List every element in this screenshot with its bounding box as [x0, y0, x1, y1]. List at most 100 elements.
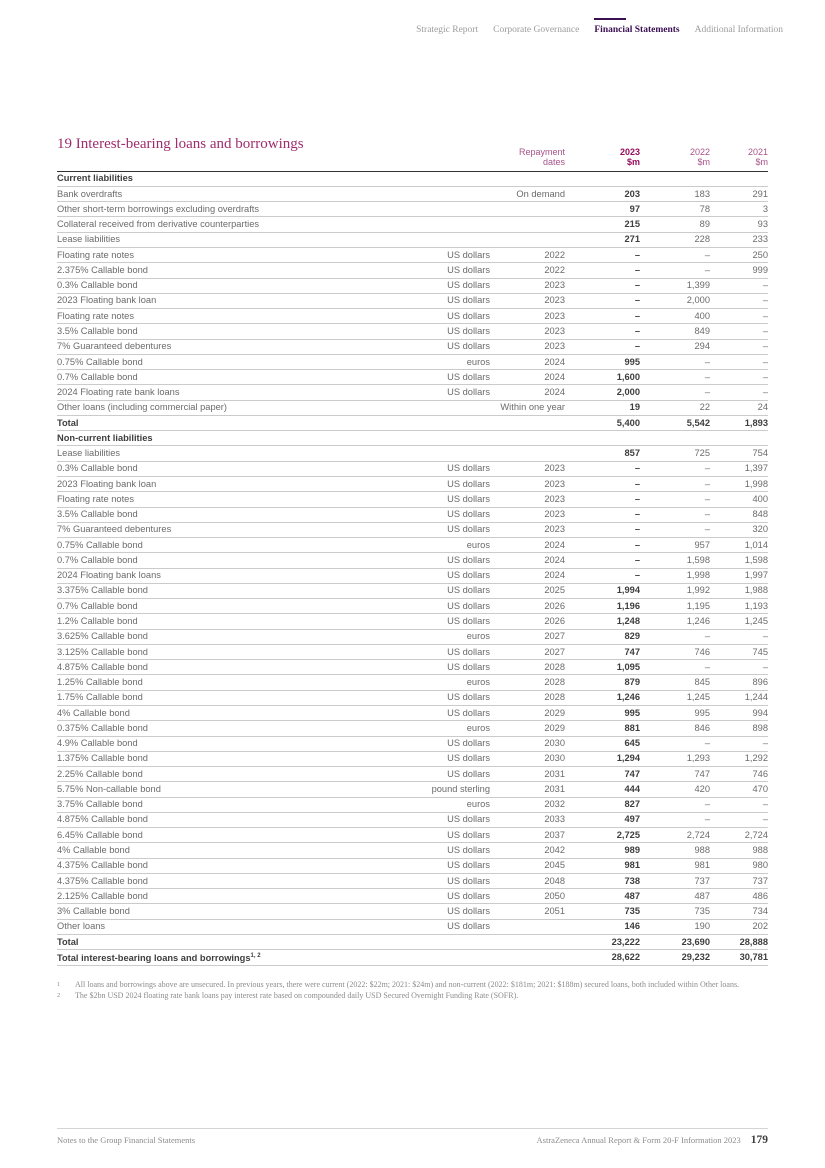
cell-currency: euros: [466, 799, 490, 810]
cell-2021: 1,014: [744, 539, 768, 550]
table-row: 0.75% Callable bond euros 2024 – 957 1,014: [57, 538, 768, 554]
table-row: 3.375% Callable bond US dollars 2025 1,994 1…: [57, 584, 768, 600]
cell-2023: 995: [624, 356, 640, 367]
cell-repayment-date: 2030: [544, 753, 565, 764]
cell-currency: US dollars: [447, 524, 490, 535]
cell-currency: US dollars: [447, 325, 490, 336]
cell-repayment-date: 2042: [544, 845, 565, 855]
row-label: 3.5% Callable bond: [57, 509, 138, 520]
cell-2021: 1,893: [744, 417, 768, 428]
nav-item-label: Additional Information: [694, 25, 783, 35]
cell-2021: 2,724: [744, 829, 768, 840]
cell-2022: 1,293: [686, 753, 710, 764]
cell-2021: 896: [752, 677, 768, 688]
footnote-reference: 1, 2: [250, 952, 261, 959]
cell-2021: –: [762, 310, 768, 321]
cell-2023: –: [634, 463, 640, 474]
col-header-2023: 2023 $m: [619, 147, 640, 168]
row-label: 4% Callable bond: [57, 845, 130, 855]
cell-2022: –: [704, 493, 710, 504]
cell-2021: 250: [752, 249, 768, 260]
cell-2023: 497: [624, 814, 640, 825]
table-row: 1.25% Callable bond euros 2028 879 845 896: [57, 675, 768, 691]
nav-active-bar: [493, 18, 525, 20]
cell-2022: 78: [699, 203, 710, 214]
col-header-2021: 2021 $m: [747, 147, 768, 168]
nav-item-corporate-governance[interactable]: Corporate Governance: [493, 18, 579, 35]
cell-2021: –: [762, 356, 768, 367]
cell-2021: –: [762, 325, 768, 336]
nav-item-label: Corporate Governance: [493, 25, 580, 35]
row-label: 1.375% Callable bond: [57, 753, 148, 764]
cell-2023: 1,600: [616, 371, 640, 382]
note-19-section: 19 Interest-bearing loans and borrowings…: [57, 136, 768, 1001]
footer-left-text: Notes to the Group Financial Statements: [57, 1135, 196, 1145]
row-label: 4.375% Callable bond: [57, 860, 148, 871]
cell-2023: –: [634, 509, 640, 520]
cell-currency: US dollars: [447, 249, 490, 260]
cell-repayment-date: 2024: [544, 570, 565, 581]
cell-2021: 202: [752, 921, 768, 932]
cell-2023: 1,095: [616, 661, 640, 672]
cell-2022: –: [704, 799, 710, 810]
section-header-row: Non-current liabilities: [57, 431, 768, 447]
row-label: 2.375% Callable bond: [57, 264, 148, 275]
table-row: Other short-term borrowings excluding ov…: [57, 202, 768, 218]
nav-item-financial-statements[interactable]: Financial Statements: [594, 18, 680, 35]
cell-currency: US dollars: [447, 371, 490, 382]
cell-2021: –: [762, 799, 768, 810]
cell-2021: 1,988: [744, 585, 768, 596]
cell-2023: 645: [624, 738, 640, 749]
cell-2023: 215: [624, 219, 640, 230]
cell-repayment-date: 2027: [544, 646, 565, 657]
cell-2021: 1,292: [744, 753, 768, 764]
cell-2023: 5,400: [616, 417, 640, 428]
cell-2022: 228: [694, 234, 710, 245]
cell-2021: 988: [752, 845, 768, 855]
cell-2022: –: [704, 524, 710, 535]
cell-2023: 735: [624, 906, 640, 917]
cell-2022: 23,690: [681, 936, 710, 947]
row-label: 4% Callable bond: [57, 707, 130, 718]
cell-2023: 444: [624, 783, 640, 794]
cell-2022: 846: [694, 722, 710, 733]
footer-right-text: AstraZeneca Annual Report & Form 20-F In…: [536, 1135, 741, 1145]
cell-currency: US dollars: [447, 814, 490, 825]
cell-repayment-date: 2023: [544, 509, 565, 520]
cell-2021: 1,397: [744, 463, 768, 474]
nav-item-strategic-report[interactable]: Strategic Report: [416, 18, 478, 35]
cell-repayment-date: 2051: [544, 906, 565, 917]
cell-2023: –: [634, 493, 640, 504]
row-label: 0.7% Callable bond: [57, 554, 138, 565]
cell-2021: –: [762, 280, 768, 291]
cell-2021: 1,997: [744, 570, 768, 581]
cell-2022: 725: [694, 448, 710, 459]
cell-2023: –: [634, 280, 640, 291]
cell-2022: 1,245: [686, 692, 710, 703]
row-label: 3.5% Callable bond: [57, 325, 138, 336]
table-row: 0.7% Callable bond US dollars 2026 1,196 1,1…: [57, 599, 768, 615]
nav-item-label: Strategic Report: [416, 25, 479, 35]
cell-2021: 999: [752, 264, 768, 275]
cell-2022: 190: [694, 921, 710, 932]
cell-2023: –: [634, 524, 640, 535]
cell-repayment-date: 2029: [544, 707, 565, 718]
cell-repayment-date: 2024: [544, 356, 565, 367]
cell-2021: 1,245: [744, 616, 768, 627]
row-label: Total: [57, 936, 79, 947]
table-row: 0.375% Callable bond euros 2029 881 846 898: [57, 721, 768, 737]
cell-repayment-date: 2023: [544, 310, 565, 321]
cell-2023: 97: [629, 203, 640, 214]
table-row: 4.875% Callable bond US dollars 2033 497 – –: [57, 813, 768, 829]
row-label: 3.625% Callable bond: [57, 631, 148, 642]
cell-2023: 881: [624, 722, 640, 733]
cell-2023: 981: [624, 860, 640, 871]
cell-currency: US dollars: [447, 478, 490, 489]
cell-currency: US dollars: [447, 738, 490, 749]
cell-currency: euros: [466, 631, 490, 642]
table-row: Total 5,400 5,542 1,893: [57, 416, 768, 432]
nav-item-additional-information[interactable]: Additional Information: [695, 18, 783, 35]
cell-currency: US dollars: [447, 570, 490, 581]
cell-2022: 1,992: [686, 585, 710, 596]
